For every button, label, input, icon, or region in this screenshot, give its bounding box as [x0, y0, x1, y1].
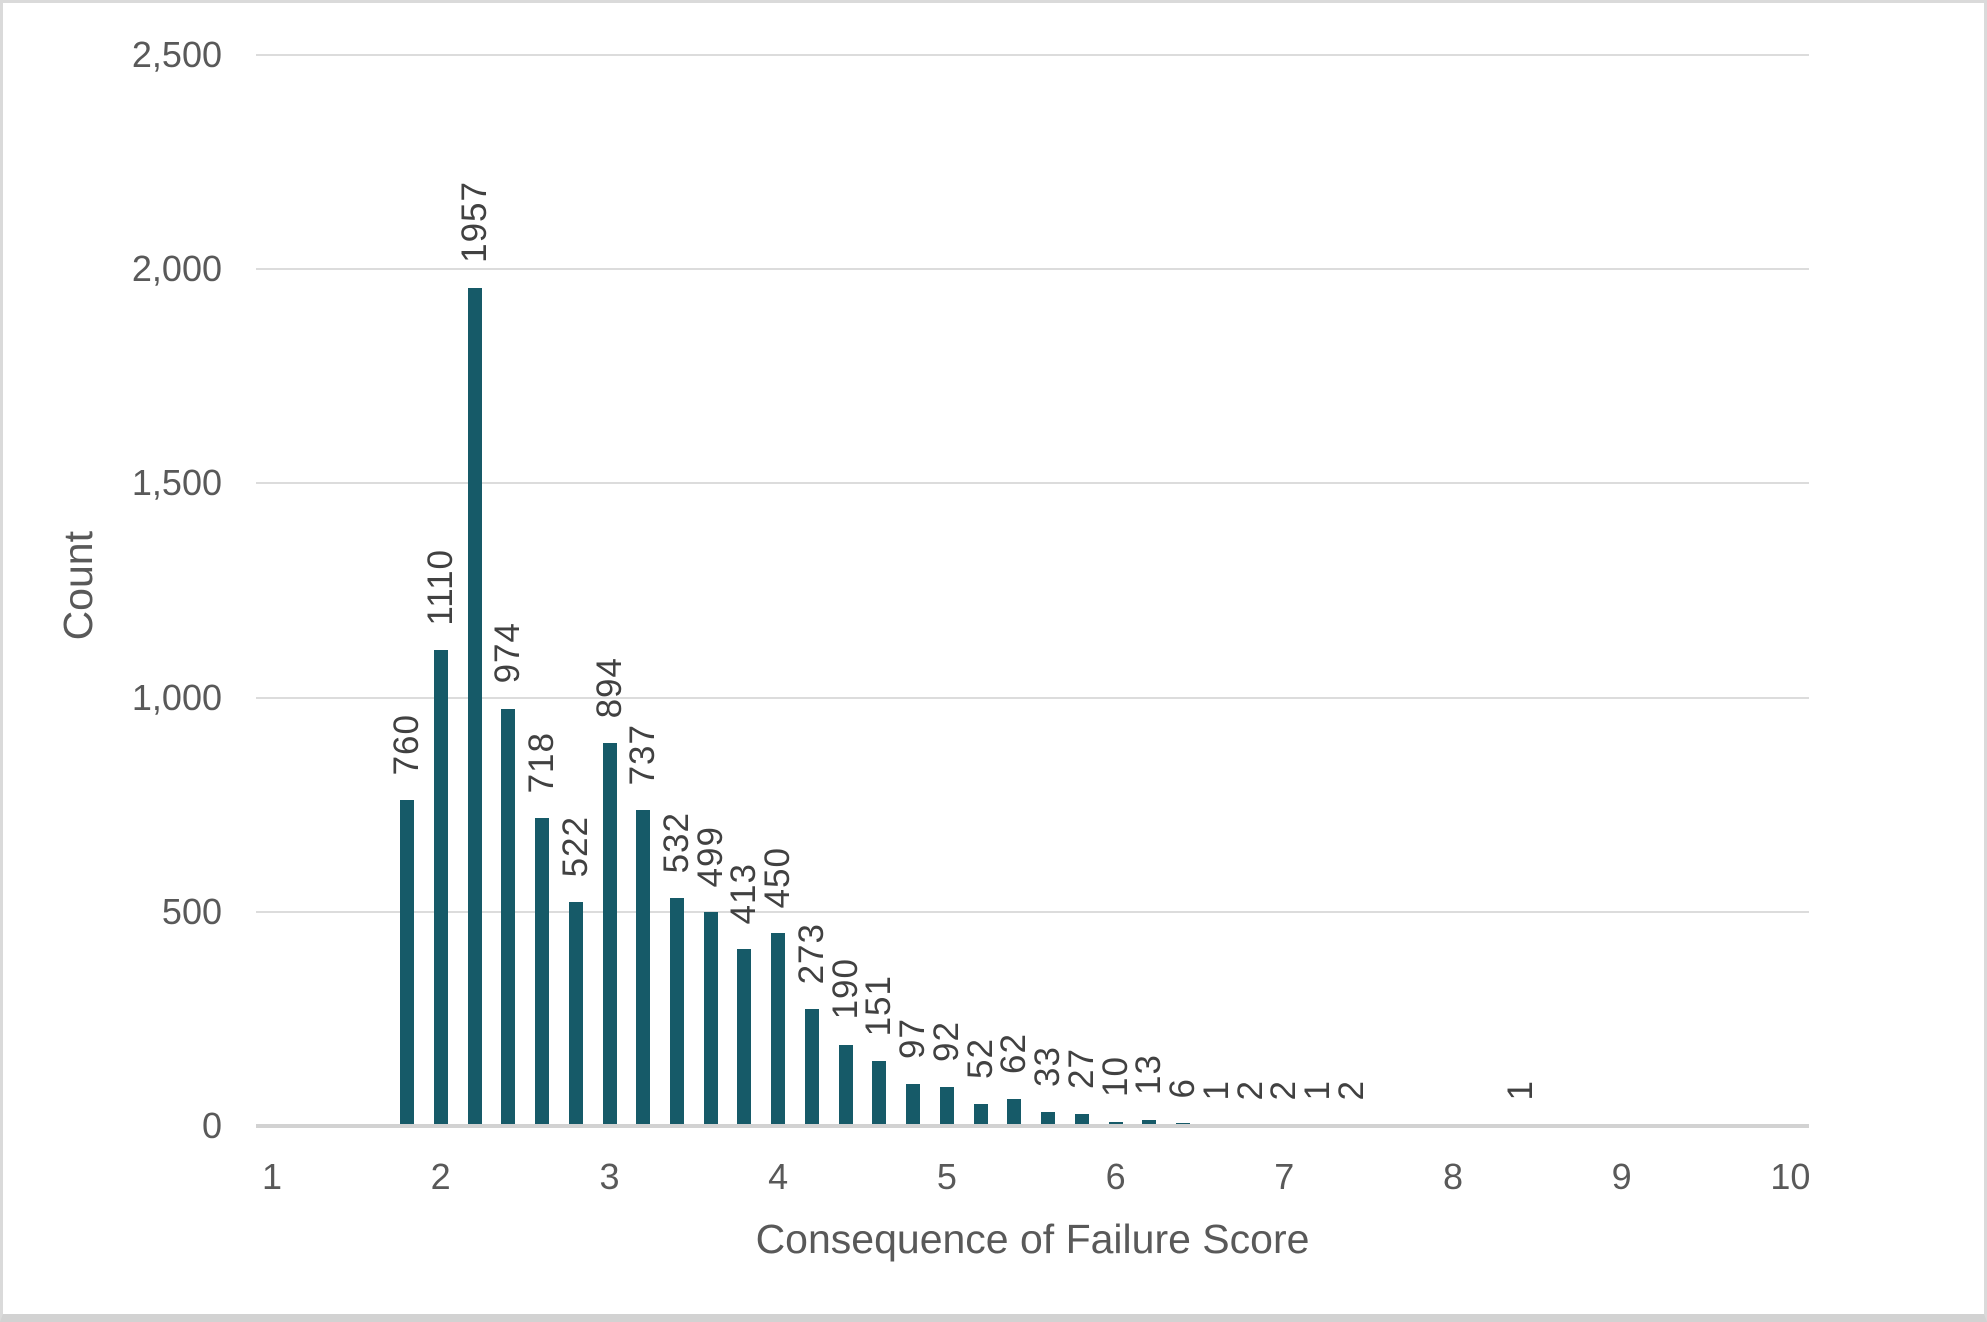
gridline	[256, 696, 1809, 699]
bar	[1108, 1121, 1123, 1126]
x-tick-label: 5	[936, 1156, 957, 1197]
x-tick-label: 10	[1770, 1156, 1811, 1197]
bar-value-label: 1957	[454, 180, 494, 263]
bar-value-label: 760	[387, 714, 426, 776]
x-tick-label: 6	[1105, 1156, 1126, 1197]
bar-value-label: 974	[488, 622, 528, 684]
y-tick-label: 1,500	[131, 462, 222, 504]
bar	[973, 1103, 988, 1126]
bar	[939, 1086, 954, 1126]
y-tick-label: 2,500	[131, 34, 222, 75]
bar	[703, 912, 718, 1126]
bar	[737, 949, 752, 1126]
x-axis-line	[256, 1124, 1809, 1128]
gridline	[256, 268, 1809, 271]
x-tick-label: 9	[1611, 1156, 1632, 1197]
bar	[1007, 1099, 1022, 1126]
gridline	[256, 482, 1809, 485]
x-tick-label: 3	[599, 1156, 620, 1197]
y-axis-title: Count	[55, 530, 101, 640]
y-tick-label: 1,000	[131, 676, 222, 718]
x-tick-label: 4	[768, 1156, 789, 1197]
bar	[400, 800, 414, 1126]
bar	[433, 650, 448, 1126]
bar-value-label: 522	[555, 816, 595, 878]
bar-value-label: 894	[589, 656, 629, 718]
bar-value-label: 1	[1500, 1080, 1540, 1101]
bar-value-label: 1110	[420, 548, 460, 626]
y-tick-label: 500	[161, 890, 222, 932]
bar	[872, 1061, 887, 1126]
bar	[1074, 1114, 1089, 1126]
bar	[838, 1044, 853, 1126]
bar	[568, 902, 583, 1126]
y-tick-label: 2,000	[131, 248, 222, 290]
bar	[636, 810, 651, 1126]
x-tick-label: 7	[1274, 1156, 1295, 1197]
gridline	[256, 910, 1809, 913]
bar	[804, 1009, 819, 1126]
bar	[669, 898, 684, 1126]
x-tick-label: 8	[1442, 1156, 1464, 1197]
x-tick-label: 1	[261, 1156, 283, 1197]
bar	[501, 708, 516, 1126]
bar	[906, 1084, 921, 1126]
bar	[1041, 1111, 1056, 1126]
bar	[1142, 1120, 1157, 1126]
bar-value-label: 718	[522, 732, 561, 794]
bar-value-label: 737	[623, 723, 663, 786]
gridline	[256, 54, 1809, 56]
bar	[535, 818, 549, 1126]
bar	[467, 287, 482, 1126]
bar-value-label: 450	[758, 846, 798, 909]
bar	[602, 743, 617, 1126]
bar	[771, 933, 786, 1126]
y-tick-label: 0	[201, 1105, 222, 1146]
x-axis-title: Consequence of Failure Score	[755, 1216, 1310, 1262]
x-tick-label: 2	[430, 1156, 451, 1197]
bar-value-label: 2	[1331, 1079, 1371, 1101]
